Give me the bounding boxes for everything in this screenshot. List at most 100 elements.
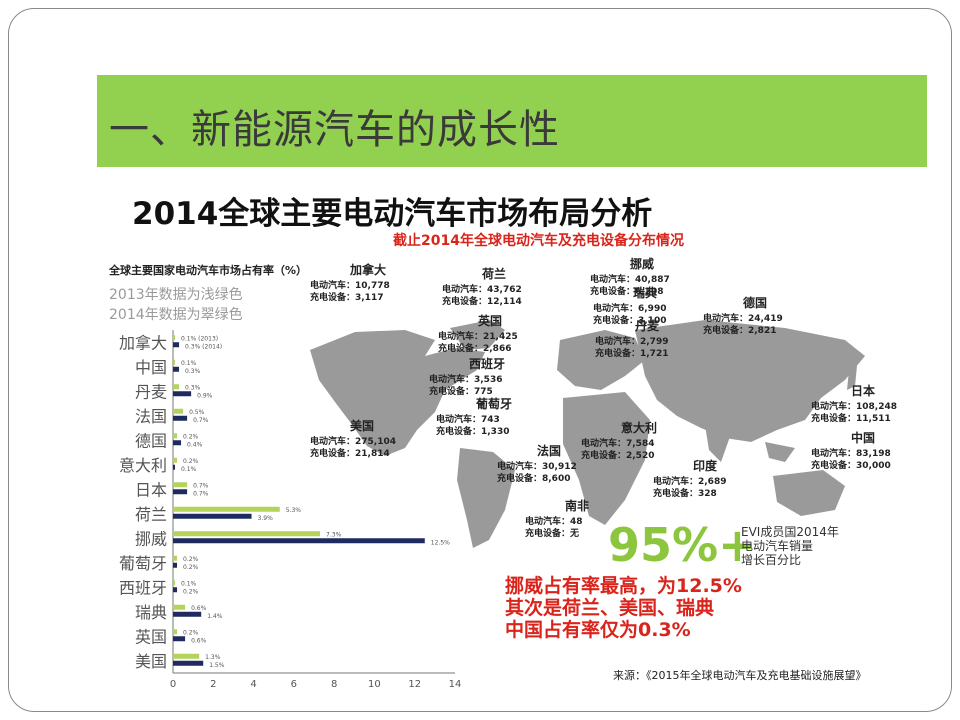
map-charger-count: 充电设备：12,114: [442, 295, 522, 307]
value-label: 12.5%: [431, 539, 450, 546]
map-charger-count: 充电设备：2,520: [581, 449, 654, 461]
southeast-asia-shape: [765, 442, 795, 462]
category-label: 挪威: [135, 529, 167, 548]
map-country-name: 意大利: [621, 420, 657, 435]
world-map: 加拿大电动汽车：10,778充电设备：3,117荷兰电动汽车：43,762充电设…: [119, 256, 897, 690]
value-label: 0.1%: [181, 360, 197, 367]
category-label: 瑞典: [135, 603, 167, 622]
growth-percentage: 95%+: [608, 518, 757, 572]
map-charger-count: 充电设备：3,100: [593, 314, 666, 326]
bar-2014: [173, 660, 204, 666]
bar-2014: [173, 611, 202, 617]
north-america-shape: [310, 330, 485, 456]
bar-2014: [173, 342, 180, 348]
map-country-name: 英国: [478, 313, 502, 328]
category-label: 加拿大: [119, 333, 167, 352]
bar-2013: [173, 555, 178, 561]
category-label: 英国: [135, 627, 167, 646]
australia-shape: [773, 470, 845, 516]
bar-2014: [173, 391, 192, 397]
value-label: 0.1%: [181, 580, 197, 587]
x-tick-label: 4: [250, 679, 256, 690]
india-shape: [705, 425, 733, 462]
bar-2013: [173, 604, 186, 610]
value-label: 0.2%: [183, 458, 199, 465]
value-label: 0.2%: [183, 556, 199, 563]
infographic-subtitle: 截止2014年全球电动汽车及充电设备分布情况: [393, 233, 684, 249]
map-country-name: 德国: [743, 295, 767, 310]
map-ev-count: 电动汽车：108,248: [811, 400, 897, 412]
map-ev-count: 电动汽车：24,419: [703, 312, 783, 324]
bar-chart-title: 全球主要国家电动汽车市场占有率（%）: [109, 264, 308, 277]
category-label: 葡萄牙: [119, 554, 167, 573]
map-country-name: 西班牙: [469, 356, 505, 371]
map-charger-count: 充电设备：328: [653, 487, 717, 499]
value-label: 0.6%: [191, 605, 207, 612]
value-label: 0.7%: [193, 417, 209, 424]
bar-2014: [173, 366, 180, 372]
africa-shape: [563, 392, 650, 525]
bar-2013: [173, 359, 176, 365]
value-label: 0.3%: [185, 368, 201, 375]
map-charger-count: 充电设备：30,000: [811, 459, 891, 471]
growth-note-line: 增长百分比: [741, 553, 802, 567]
map-ev-count: 电动汽车：83,198: [811, 447, 891, 459]
category-label: 德国: [135, 431, 167, 450]
value-label: 3.9%: [258, 515, 274, 522]
value-label: 0.2%: [183, 433, 199, 440]
map-ev-count: 电动汽车：2,799: [595, 335, 668, 347]
bar-2013: [173, 653, 200, 659]
bar-2014: [173, 415, 188, 421]
map-country-name: 南非: [565, 498, 589, 513]
europe-shape: [557, 330, 645, 390]
infographic-title: 2014全球主要电动汽车市场布局分析: [132, 196, 653, 232]
source-note: 来源：《2015年全球电动汽车及充电基础设施展望》: [613, 669, 867, 682]
map-country-name: 荷兰: [481, 266, 506, 281]
map-ev-count: 电动汽车：7,584: [581, 437, 654, 449]
growth-note: EVI成员国2014年 电动汽车销量 增长百分比: [741, 525, 861, 567]
map-charger-count: 充电设备：2,821: [703, 324, 776, 336]
map-ev-count: 电动汽车：2,689: [653, 475, 726, 487]
bar-2013: [173, 457, 178, 463]
map-continents: [310, 320, 865, 548]
value-label: 0.2%: [183, 629, 199, 636]
asia-shape: [635, 320, 865, 442]
value-label: 7.3%: [326, 531, 342, 538]
bar-2013: [173, 408, 184, 414]
value-label: 0.2%: [183, 564, 199, 571]
map-country-name: 中国: [851, 430, 875, 445]
x-tick-label: 8: [331, 679, 337, 690]
value-label: 0.2%: [183, 588, 199, 595]
value-label: 0.3%: [185, 384, 201, 391]
value-label: 0.1%: [181, 466, 197, 473]
japan-shape: [847, 366, 857, 390]
value-label: 0.4%: [187, 441, 203, 448]
map-ev-count: 电动汽车：10,778: [310, 279, 390, 291]
map-charger-count: 充电设备：21,814: [310, 447, 390, 459]
category-label: 日本: [135, 480, 167, 499]
map-charger-count: 充电设备：2,866: [438, 342, 511, 354]
bar-2014: [173, 489, 188, 495]
bar-2013: [173, 433, 178, 439]
x-tick-label: 10: [368, 679, 381, 690]
greenland-shape: [450, 320, 505, 350]
x-tick-label: 12: [408, 679, 421, 690]
map-ev-count: 电动汽车：48: [525, 515, 583, 527]
bar-2014: [173, 440, 182, 446]
map-ev-count: 电动汽车：43,762: [442, 283, 522, 295]
map-country-name: 丹麦: [635, 318, 660, 333]
map-country-name: 日本: [851, 383, 875, 398]
category-label: 中国: [135, 358, 167, 377]
map-country-name: 葡萄牙: [475, 396, 512, 411]
category-label: 法国: [135, 407, 167, 426]
value-label: 0.1% (2013): [181, 335, 218, 342]
map-country-name: 瑞典: [633, 285, 657, 300]
highlight-line: 其次是荷兰、美国、瑞典: [505, 597, 715, 619]
value-label: 1.5%: [209, 662, 225, 669]
map-country-name: 法国: [537, 443, 561, 458]
map-ev-count: 电动汽车：3,536: [429, 373, 502, 385]
bar-2014: [173, 464, 176, 470]
map-charger-count: 充电设备：无: [525, 527, 579, 539]
highlights: 挪威占有率最高，为12.5% 其次是荷兰、美国、瑞典 中国占有率仅为0.3%: [505, 575, 742, 641]
bar-2014: [173, 513, 252, 519]
